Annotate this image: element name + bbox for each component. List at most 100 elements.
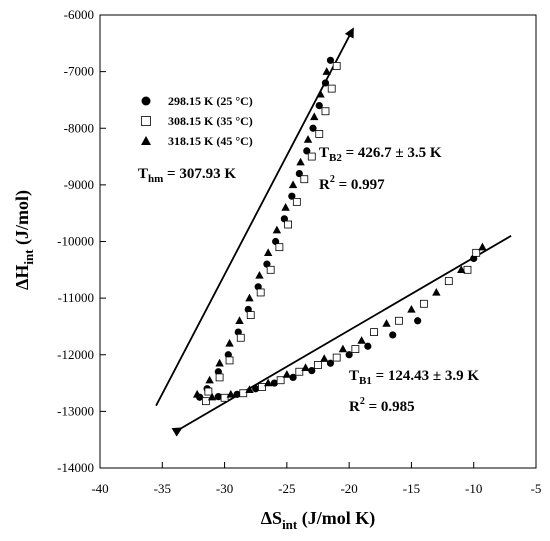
point-318k xyxy=(235,316,244,324)
y-tick-label: -7000 xyxy=(64,64,94,79)
annotation-tb1-main: T xyxy=(349,368,359,384)
point-318k xyxy=(225,338,234,347)
annotation-thm-rest: = 307.93 K xyxy=(163,166,236,182)
point-318k xyxy=(245,293,254,302)
y-tick-label: -13000 xyxy=(57,403,94,418)
legend-marker-square xyxy=(141,116,151,126)
point-308k xyxy=(284,220,293,229)
annotation-tb2-rest: = 426.7 ± 3.5 K xyxy=(342,145,442,161)
point-318k xyxy=(301,363,310,371)
point-308k xyxy=(201,397,210,406)
point-308k xyxy=(419,299,428,308)
annotation-tb1: TB1 = 124.43 ± 3.9 K xyxy=(349,368,479,387)
point-318k xyxy=(263,248,273,257)
point-298k xyxy=(309,124,317,132)
point-308k xyxy=(370,328,378,337)
x-tick-label: -5 xyxy=(531,481,542,496)
point-308k xyxy=(215,373,224,382)
point-318k xyxy=(272,225,282,234)
y-tick-label: -14000 xyxy=(57,460,94,475)
point-318k xyxy=(310,112,319,121)
point-318k xyxy=(255,270,264,279)
point-308k xyxy=(327,84,336,93)
point-318k xyxy=(322,67,331,75)
point-318k xyxy=(457,265,466,274)
point-298k xyxy=(364,342,372,350)
point-318k xyxy=(226,389,235,398)
annotation-tb1-r2: R2 = 0.985 xyxy=(349,396,415,415)
point-298k xyxy=(270,379,278,387)
y-tick-label: -12000 xyxy=(57,347,94,362)
point-308k xyxy=(239,389,248,398)
annotation-tb1-sub: B1 xyxy=(359,375,372,387)
annotation-tb1-r2-sup: 2 xyxy=(360,396,365,407)
point-308k xyxy=(444,277,453,286)
y-tick-label: -10000 xyxy=(57,234,94,249)
annotation-tb2-r2-main: R xyxy=(319,177,330,193)
legend-marker-circle xyxy=(141,96,151,106)
x-axis-ticks: -40 -35 -30 -25 -20 -15 -10 -5 xyxy=(91,462,541,496)
x-tick-label: -20 xyxy=(340,481,357,496)
point-308k xyxy=(395,316,403,325)
legend: 298.15 K (25 °C) 308.15 K (35 °C) 318.15… xyxy=(141,94,253,148)
point-318k xyxy=(281,203,290,211)
point-298k xyxy=(315,102,323,110)
annotation-tb2-r2-sup: 2 xyxy=(330,174,335,185)
point-308k xyxy=(220,393,229,402)
point-308k xyxy=(463,265,472,274)
point-318k xyxy=(338,344,348,353)
x-axis-label-sub: int xyxy=(282,517,298,532)
point-318k xyxy=(478,242,487,251)
legend-label-318: 318.15 K (45 °C) xyxy=(168,134,253,148)
point-308k xyxy=(276,376,285,385)
annotation-tb2-r2-rest: = 0.997 xyxy=(335,177,385,193)
plot-frame xyxy=(99,14,537,469)
annotation-tb2: TB2 = 426.7 ± 3.5 K xyxy=(319,145,442,164)
point-308k xyxy=(321,107,330,116)
annotation-thm-sub: hm xyxy=(148,173,163,185)
point-308k xyxy=(256,288,265,297)
y-tick-label: -9000 xyxy=(64,177,94,192)
x-tick-label: -10 xyxy=(465,481,482,496)
point-318k xyxy=(282,370,292,378)
point-308k xyxy=(332,353,341,362)
x-tick-label: -30 xyxy=(216,481,233,496)
point-318k xyxy=(357,336,366,344)
point-318k xyxy=(192,389,202,398)
x-axis-label-rest: (J/mol K) xyxy=(297,508,375,529)
point-308k xyxy=(266,265,275,274)
y-tick-label: -8000 xyxy=(64,120,94,135)
point-318k xyxy=(316,89,325,98)
y-tick-label: -6000 xyxy=(64,7,94,22)
data-points xyxy=(192,56,487,406)
annotation-tb2-sub: B2 xyxy=(329,152,342,164)
point-318k xyxy=(296,157,305,166)
point-308k xyxy=(314,361,322,369)
point-308k xyxy=(472,248,481,257)
point-318k xyxy=(207,392,217,401)
point-318k xyxy=(382,319,391,327)
point-308k xyxy=(315,130,324,138)
point-308k xyxy=(204,387,213,396)
point-308k xyxy=(236,333,245,342)
legend-marker-triangle xyxy=(141,136,151,145)
point-298k xyxy=(308,367,316,375)
point-308k xyxy=(275,243,284,252)
x-tick-label: -40 xyxy=(91,481,108,496)
point-298k xyxy=(345,351,353,359)
annotation-tb1-rest: = 124.43 ± 3.9 K xyxy=(372,368,480,384)
annotation-tb2-main: T xyxy=(319,145,329,161)
legend-label-298: 298.15 K (25 °C) xyxy=(168,94,253,108)
point-318k xyxy=(205,375,214,384)
legend-label-308: 308.15 K (35 °C) xyxy=(168,114,253,128)
point-298k xyxy=(326,359,335,367)
point-308k xyxy=(300,175,309,184)
point-318k xyxy=(303,135,313,143)
point-318k xyxy=(407,304,416,313)
point-298k xyxy=(321,79,330,87)
point-308k xyxy=(292,197,301,206)
annotation-thm: Thm = 307.93 K xyxy=(138,166,236,185)
x-axis-label: ΔSint (J/mol K) xyxy=(261,508,375,532)
point-298k xyxy=(233,390,241,398)
